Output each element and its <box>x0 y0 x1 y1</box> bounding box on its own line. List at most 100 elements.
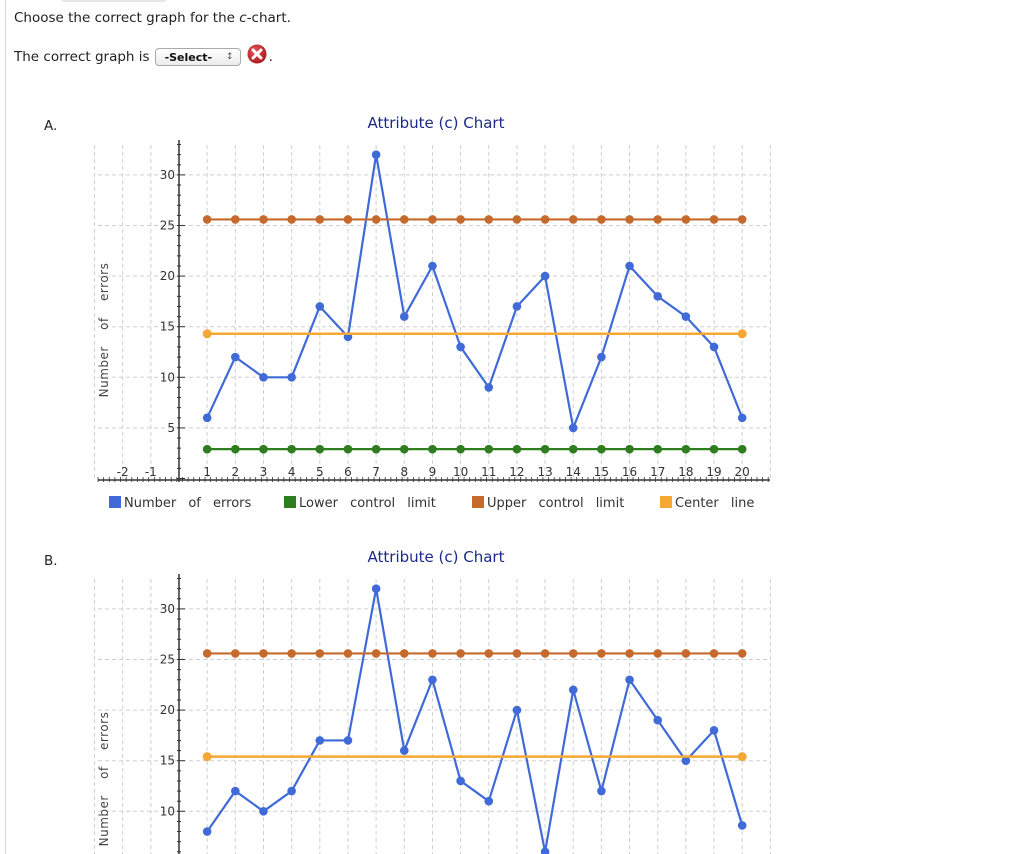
x-tick-label: 7 <box>372 465 380 479</box>
data-point <box>202 649 212 658</box>
data-point <box>259 215 268 224</box>
x-tick-label: 1 <box>203 465 211 479</box>
x-tick-label: 5 <box>316 465 324 479</box>
data-point <box>568 423 578 433</box>
data-point <box>625 649 634 658</box>
data-point <box>456 342 465 352</box>
y-axis-title: Number of errors <box>97 712 111 847</box>
data-point <box>315 302 325 311</box>
data-point <box>737 752 747 762</box>
x-tick-label: 8 <box>400 465 408 479</box>
x-tick-label: 9 <box>429 465 437 479</box>
data-point <box>484 383 494 392</box>
option-a-label[interactable]: A. <box>44 118 58 134</box>
series-number-of-errors <box>202 150 747 433</box>
x-tick-label: 14 <box>566 465 581 479</box>
data-point <box>315 649 325 658</box>
answer-period: . <box>268 49 273 65</box>
data-point <box>343 444 353 454</box>
data-point <box>202 444 212 454</box>
data-point <box>568 649 578 658</box>
y-tick-label: 5 <box>167 421 175 435</box>
page-left-border <box>5 0 6 854</box>
data-point <box>399 312 409 321</box>
data-point <box>653 444 663 454</box>
data-point <box>512 215 522 224</box>
data-point <box>428 675 437 685</box>
data-point <box>540 444 550 454</box>
y-tick-label: 20 <box>160 703 175 717</box>
data-point <box>287 444 296 454</box>
data-point <box>399 444 409 454</box>
data-point <box>428 261 437 271</box>
question-prompt: Choose the correct graph for the c-chart… <box>14 10 291 26</box>
data-point <box>287 649 296 658</box>
data-point <box>287 215 296 224</box>
chart-b: Attribute (c) Chart 10 15 20 25 30 Number of e… <box>94 548 771 854</box>
x-tick-label: 10 <box>453 465 468 479</box>
data-point <box>540 271 550 281</box>
x-tick-label: 3 <box>260 465 268 479</box>
data-point <box>202 752 212 762</box>
data-point <box>540 847 550 854</box>
data-point <box>653 292 663 301</box>
data-point <box>681 215 691 224</box>
data-point <box>681 756 691 765</box>
data-point <box>597 215 606 224</box>
option-b-label[interactable]: B. <box>44 553 58 569</box>
prompt-suffix: -chart. <box>246 10 291 26</box>
chart-title: Attribute (c) Chart <box>368 114 505 132</box>
data-point <box>512 302 522 311</box>
data-point <box>428 444 437 454</box>
y-tick-label: 10 <box>160 804 175 818</box>
data-point <box>737 649 747 658</box>
x-tick-label: 2 <box>231 465 239 479</box>
data-point <box>512 444 522 454</box>
grid-lines <box>94 145 771 478</box>
y-tick-label: 10 <box>160 370 175 384</box>
data-point <box>231 649 240 658</box>
data-point <box>371 584 381 593</box>
data-point <box>231 215 240 224</box>
data-point <box>259 649 268 658</box>
data-point <box>287 786 296 796</box>
data-point <box>597 444 606 454</box>
prompt-text: Choose the correct graph for the <box>14 10 240 26</box>
x-tick-label: -2 <box>117 465 129 479</box>
data-point <box>371 150 381 159</box>
data-point <box>709 444 719 454</box>
data-point <box>484 215 494 224</box>
data-point <box>371 649 381 658</box>
data-point <box>512 705 522 715</box>
y-tick-label: 25 <box>160 653 175 667</box>
prompt-italic-c: c <box>239 10 247 26</box>
data-point <box>568 444 578 454</box>
data-point <box>484 444 494 454</box>
data-point <box>343 215 353 224</box>
data-point <box>259 373 268 382</box>
data-point <box>399 746 409 755</box>
data-point <box>343 649 353 658</box>
x-tick-label: 15 <box>594 465 609 479</box>
data-point <box>681 312 691 321</box>
answer-row: The correct graph is -Select- ↕ . <box>14 44 273 67</box>
graph-select-dropdown[interactable]: -Select- ↕ <box>154 48 241 66</box>
data-point <box>653 649 663 658</box>
data-point <box>315 736 325 745</box>
y-tick-label: 15 <box>160 754 175 768</box>
incorrect-x-icon <box>247 44 267 64</box>
chart-title: Attribute (c) Chart <box>368 548 505 566</box>
legend-swatch <box>109 496 121 508</box>
data-point <box>512 649 522 658</box>
x-tick-label: 19 <box>706 465 721 479</box>
data-point <box>568 215 578 224</box>
x-tick-label: 12 <box>509 465 524 479</box>
series-number-of-errors <box>202 584 747 854</box>
x-tick-label: -1 <box>145 465 157 479</box>
data-point <box>625 444 634 454</box>
x-tick-label: 17 <box>650 465 665 479</box>
data-point <box>737 413 747 423</box>
data-point <box>737 329 747 339</box>
data-point <box>202 215 212 224</box>
data-point <box>456 776 465 786</box>
